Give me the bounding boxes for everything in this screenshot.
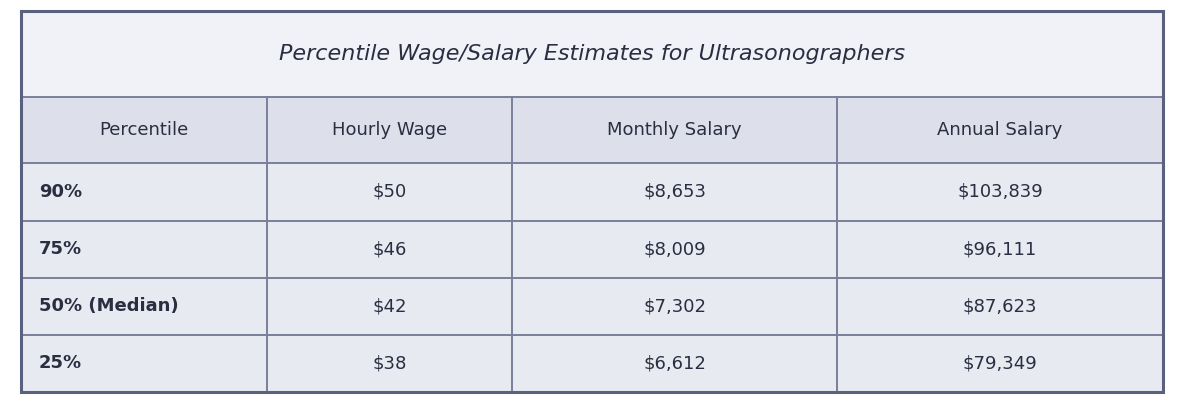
Bar — [21, 97, 1163, 164]
Text: Hourly Wage: Hourly Wage — [332, 121, 448, 139]
Text: $50: $50 — [372, 183, 406, 201]
Text: 25%: 25% — [39, 354, 82, 372]
Text: $87,623: $87,623 — [963, 297, 1037, 315]
Bar — [21, 278, 1163, 334]
Bar — [21, 11, 1163, 97]
Text: $8,653: $8,653 — [643, 183, 706, 201]
Text: $79,349: $79,349 — [963, 354, 1037, 372]
Bar — [21, 334, 1163, 392]
Text: Monthly Salary: Monthly Salary — [607, 121, 742, 139]
Text: $38: $38 — [372, 354, 406, 372]
Text: Percentile: Percentile — [99, 121, 188, 139]
Text: $103,839: $103,839 — [957, 183, 1043, 201]
Text: $8,009: $8,009 — [643, 240, 706, 258]
Text: $96,111: $96,111 — [963, 240, 1037, 258]
Text: 50% (Median): 50% (Median) — [39, 297, 179, 315]
Text: $7,302: $7,302 — [643, 297, 706, 315]
Text: 90%: 90% — [39, 183, 82, 201]
Text: $42: $42 — [372, 297, 406, 315]
Bar — [21, 220, 1163, 278]
Text: Percentile Wage/Salary Estimates for Ultrasonographers: Percentile Wage/Salary Estimates for Ult… — [279, 44, 905, 64]
Bar — [21, 164, 1163, 220]
Text: $6,612: $6,612 — [643, 354, 706, 372]
Text: 75%: 75% — [39, 240, 82, 258]
Text: Annual Salary: Annual Salary — [938, 121, 1063, 139]
Text: $46: $46 — [372, 240, 406, 258]
